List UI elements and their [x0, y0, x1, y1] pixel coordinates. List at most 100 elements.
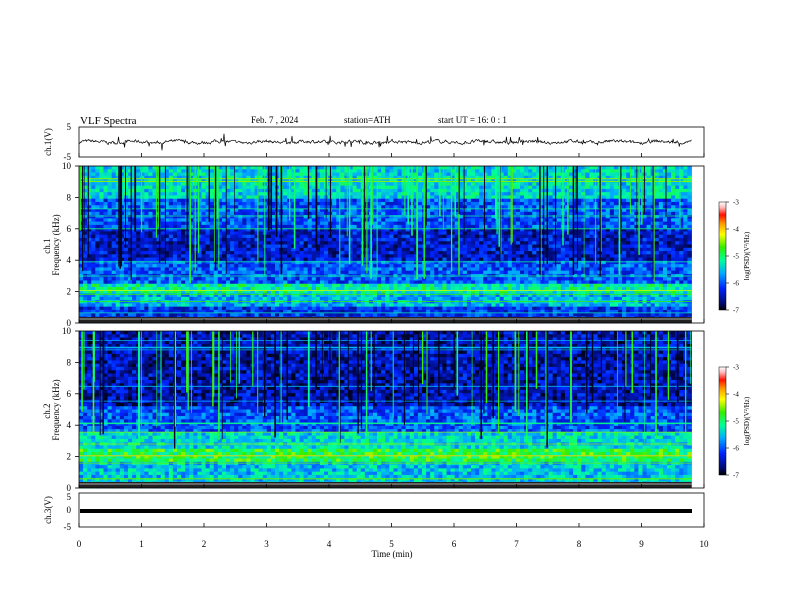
spectrogram-cell	[172, 293, 178, 298]
spectrogram-cell	[87, 218, 92, 222]
spectrogram-cell	[315, 290, 321, 294]
spectrogram-cell	[454, 175, 460, 180]
spectrogram-cell	[128, 185, 133, 190]
spectrogram-cell	[246, 241, 251, 245]
spectrogram-cell	[275, 264, 280, 268]
spectrogram-cell	[340, 300, 345, 304]
spectrogram-cell	[172, 306, 178, 311]
spectrogram-cell	[95, 313, 100, 317]
spectrogram-cell	[393, 195, 398, 200]
spectrogram-cell	[495, 237, 500, 242]
spectrogram-cell	[471, 192, 476, 196]
spectrogram-cell	[324, 313, 329, 317]
spectrogram-cell	[197, 283, 202, 288]
spectrogram-cell	[332, 228, 337, 232]
spectrogram-cell	[471, 244, 476, 249]
spectrogram-cell	[462, 211, 468, 216]
spectrogram-cell	[234, 241, 239, 245]
spectrogram-cell	[311, 234, 317, 239]
spectrogram-cell	[209, 182, 215, 187]
spectrogram-cell	[172, 283, 178, 288]
spectrogram-cell	[103, 211, 108, 216]
spectrogram-cell	[458, 241, 464, 245]
spectrogram-cell	[475, 175, 480, 180]
spectrogram-cell	[242, 221, 247, 226]
spectrogram-cell	[299, 303, 304, 308]
spectrogram-cell	[454, 260, 460, 265]
spectrogram-cell	[140, 251, 145, 255]
spectrogram-cell	[107, 228, 113, 232]
spectrogram-cell	[303, 313, 309, 317]
spectrogram-cell	[213, 277, 219, 281]
spectrogram-cell	[426, 313, 431, 317]
spectrogram-cell	[324, 303, 329, 308]
spectrogram-cell	[254, 182, 260, 187]
spectrogram-cell	[442, 247, 447, 252]
spectrogram-cell	[156, 247, 162, 252]
spectrogram-cell	[99, 215, 104, 219]
spectrogram-cell	[246, 201, 251, 206]
spectrogram-cell	[238, 237, 243, 242]
spectrogram-cell	[413, 254, 419, 258]
spectrogram-cell	[462, 280, 468, 285]
spectrogram-cell	[91, 205, 96, 209]
spectrogram-cell	[140, 237, 145, 242]
spectrogram-cell	[217, 218, 223, 222]
spectrogram-cell	[426, 296, 431, 301]
spectrogram-cell	[144, 185, 149, 190]
spectrogram-cell	[430, 290, 435, 294]
spectrogram-cell	[409, 290, 415, 294]
spectrogram-cell	[495, 192, 500, 196]
spectrogram-cell	[454, 192, 460, 196]
spectrogram-cell	[103, 247, 108, 252]
spectrogram-cell	[111, 198, 117, 203]
spectrogram-cell	[95, 224, 100, 229]
spectrogram-cell	[148, 208, 153, 213]
spectrogram-cell	[417, 296, 423, 301]
spectrogram-cell	[401, 257, 407, 262]
spectrogram-cell	[177, 237, 182, 242]
spectrogram-cell	[128, 287, 133, 291]
spectrogram-cell	[315, 205, 321, 209]
spectrogram-cell	[381, 267, 386, 272]
spectrogram-cell	[238, 280, 243, 285]
spectrogram-cell	[279, 309, 284, 314]
spectrogram-cell	[172, 211, 178, 216]
spectrogram-cell	[389, 277, 394, 281]
spectrogram-cell	[91, 192, 96, 196]
spectrogram-cell	[275, 260, 280, 265]
spectrogram-cell	[209, 215, 215, 219]
spectrogram-cell	[405, 270, 411, 275]
spectrogram-cell	[221, 257, 227, 262]
spectrogram-cell	[250, 241, 255, 245]
spectrogram-cell	[336, 231, 341, 236]
spectrogram-cell	[466, 208, 472, 213]
spectrogram-cell	[242, 303, 247, 308]
spectrogram-cell	[148, 280, 153, 285]
spectrogram-cell	[311, 313, 317, 317]
spectrogram-cell	[319, 287, 325, 291]
spectrogram-cell	[254, 169, 260, 173]
spectrogram-cell	[385, 211, 390, 216]
spectrogram-cell	[87, 228, 92, 232]
spectrogram-cell	[413, 244, 419, 249]
spectrogram-cell	[487, 270, 492, 275]
spectrogram-cell	[111, 231, 117, 236]
spectrogram-cell	[123, 283, 129, 288]
spectrogram-cell	[283, 201, 288, 206]
spectrogram-cell	[487, 234, 492, 239]
spectrogram-cell	[450, 257, 456, 262]
spectrogram-cell	[307, 205, 313, 209]
spectrogram-cell	[246, 228, 251, 232]
spectrogram-cell	[377, 182, 382, 187]
spectrogram-cell	[487, 185, 492, 190]
spectrogram-cell	[181, 303, 186, 308]
spectrogram-cell	[189, 192, 194, 196]
spectrogram-cell	[254, 185, 260, 190]
spectrogram-cell	[311, 277, 317, 281]
spectrogram-cell	[352, 300, 358, 304]
spectrogram-cell	[377, 260, 382, 265]
spectrogram-cell	[483, 205, 488, 209]
spectrogram-cell	[283, 280, 288, 285]
spectrogram-cell	[307, 175, 313, 180]
